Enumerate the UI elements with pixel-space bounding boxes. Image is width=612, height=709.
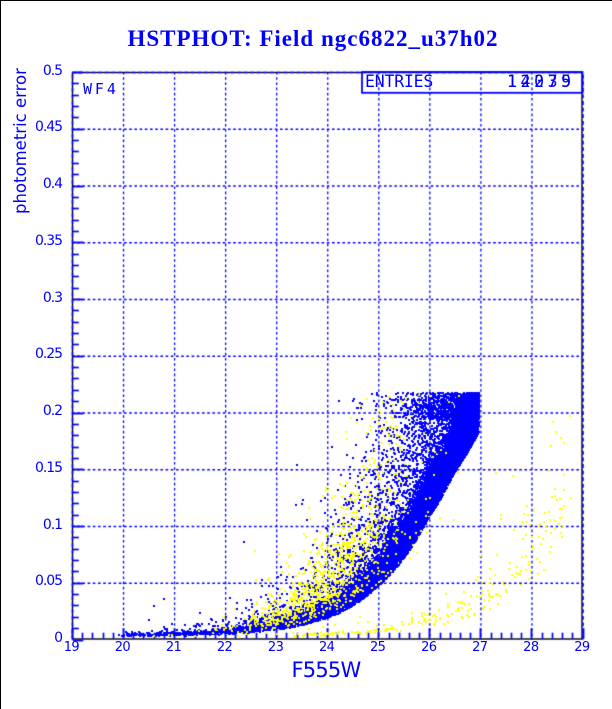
y-axis-title: photometric error: [11, 68, 30, 214]
chip-label: WF4: [83, 80, 119, 98]
x-tick-label: 28: [523, 639, 539, 655]
y-tick-label: 0.25: [35, 346, 63, 363]
x-tick-label: 25: [370, 639, 386, 655]
x-tick-label: 27: [472, 639, 488, 655]
x-tick-label: 26: [421, 639, 437, 655]
x-axis-title: F555W: [291, 658, 362, 682]
x-tick-label: 29: [574, 639, 590, 655]
x-tick-label: 22: [216, 639, 233, 655]
x-tick-label: 23: [267, 639, 284, 655]
x-tick-label: 24: [318, 639, 335, 655]
y-tick-label: 0.45: [35, 119, 63, 136]
x-tick-label: 20: [114, 639, 131, 655]
y-tick-label: 0.4: [42, 176, 63, 192]
y-tick-label: 0.15: [35, 459, 63, 476]
y-tick-label: 0.3: [42, 289, 63, 306]
stats-entries-label: ENTRIES: [365, 71, 434, 91]
y-tick-label: 0: [54, 630, 63, 646]
y-tick-label: 0.5: [42, 62, 63, 79]
y-tick-label: 0.05: [35, 573, 63, 590]
y-tick-label: 0.2: [42, 403, 63, 419]
x-tick-label: 21: [165, 639, 182, 655]
page-title: HSTPHOT: Field ngc6822_u37h02: [127, 26, 499, 51]
y-tick-label: 0.1: [42, 516, 63, 533]
stats-entries-value-2: 14275: [507, 71, 575, 91]
y-tick-label: 0.35: [35, 232, 63, 249]
